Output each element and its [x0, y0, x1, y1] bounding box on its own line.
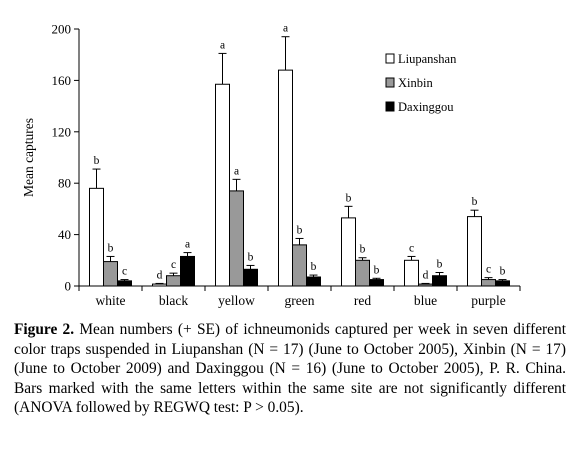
bar [467, 216, 482, 287]
bar [229, 190, 244, 287]
significance-letter: c [409, 242, 414, 254]
x-tick-label: blue [414, 293, 437, 308]
significance-letter: b [311, 261, 317, 273]
significance-letter: b [94, 155, 100, 167]
legend-label: Liupanshan [398, 52, 457, 66]
significance-letter: a [185, 239, 190, 251]
bar [166, 275, 181, 287]
bar [355, 259, 370, 287]
x-tick-label: green [285, 293, 315, 308]
x-tick-label: white [96, 293, 126, 308]
legend-swatch [385, 101, 395, 112]
bar [215, 83, 230, 287]
caption-text: Mean numbers (+ SE) of ichneumonids capt… [14, 321, 566, 417]
bar [278, 69, 293, 287]
bar [103, 261, 118, 287]
chart-axes: 0 40 80 120 160 200 Mean captures white black yel… [21, 22, 521, 308]
significance-letter: d [157, 269, 163, 281]
legend-swatch [385, 53, 395, 64]
significance-letter: a [234, 165, 239, 177]
legend-label: Xinbin [398, 76, 433, 90]
y-tick-label: 160 [52, 73, 72, 88]
y-tick-label: 0 [65, 279, 72, 294]
y-axis-title: Mean captures [21, 118, 36, 197]
legend-swatch [385, 77, 395, 88]
significance-letter: c [486, 264, 491, 276]
bar [292, 244, 307, 287]
y-tick-label: 40 [58, 227, 71, 242]
bar [432, 275, 447, 287]
bar [404, 259, 419, 287]
significance-letter: b [346, 192, 352, 204]
significance-letter: c [171, 259, 176, 271]
x-tick-label: red [354, 293, 371, 308]
bar [341, 217, 356, 287]
significance-letter: b [472, 196, 478, 208]
significance-letter: b [500, 266, 506, 278]
bar [418, 283, 433, 287]
significance-letter: a [283, 23, 288, 35]
legend-label: Daxinggou [398, 100, 454, 114]
bar [495, 280, 510, 287]
bar [180, 255, 195, 287]
significance-letter: b [108, 242, 114, 254]
significance-letter: c [122, 266, 127, 278]
chart-legend: Liupanshan Xinbin Daxinggou [385, 52, 457, 114]
caption-label: Figure 2. [14, 321, 75, 338]
significance-letter: d [423, 269, 429, 281]
bar [243, 268, 258, 287]
significance-letter: b [437, 259, 443, 271]
y-tick-label: 80 [58, 176, 71, 191]
bar [306, 276, 321, 287]
bar [89, 187, 104, 287]
significance-letter: b [248, 251, 254, 263]
y-tick-label: 200 [52, 22, 72, 37]
x-tick-label: yellow [218, 293, 255, 308]
y-tick-label: 120 [52, 124, 72, 139]
significance-letter: a [220, 39, 225, 51]
figure-caption: Figure 2. Mean numbers (+ SE) of ichneum… [14, 320, 566, 418]
bar [481, 279, 496, 287]
bar [369, 279, 384, 287]
significance-letter: b [374, 264, 380, 276]
x-tick-label: black [159, 293, 188, 308]
bar-chart: 0 40 80 120 160 200 Mean captures white black yel… [21, 22, 521, 308]
significance-letter: b [360, 244, 366, 256]
significance-letter: b [297, 224, 303, 236]
x-tick-label: purple [471, 293, 506, 308]
bar [117, 280, 132, 287]
bar [152, 283, 167, 287]
